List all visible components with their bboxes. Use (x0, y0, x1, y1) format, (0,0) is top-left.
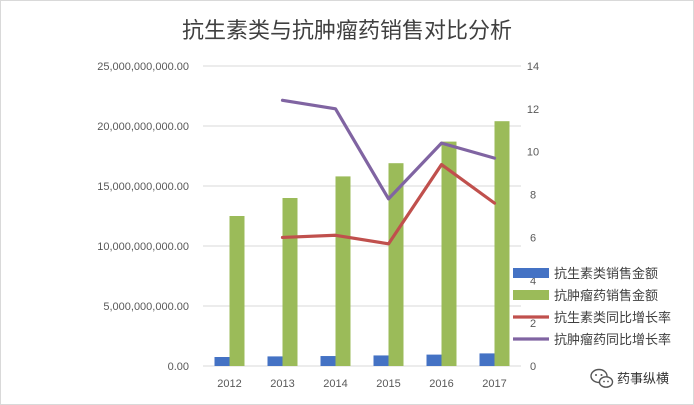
bar-antibiotics (267, 356, 283, 366)
right-tick-label: 8 (530, 190, 536, 202)
right-axis-ticks: 0 2 4 6 8 10 12 14 (527, 61, 539, 373)
left-tick-label: 15,000,000,000.00 (97, 181, 189, 193)
left-tick-label: 10,000,000,000.00 (97, 241, 189, 253)
legend-label: 抗肿瘤药同比增长率 (554, 332, 671, 348)
x-axis-ticks: 2012 2013 2014 2015 2016 2017 (217, 378, 506, 390)
bar-antitumor (494, 121, 510, 366)
watermark: 药事纵横 (590, 368, 669, 388)
right-tick-label: 6 (530, 232, 536, 244)
right-tick-label: 14 (527, 61, 539, 73)
bars-group (214, 121, 510, 366)
gridlines (203, 65, 521, 367)
right-tick-label: 2 (530, 318, 536, 330)
left-axis-ticks: 0.00 5,000,000,000.00 10,000,000,000.00 15,… (97, 61, 189, 373)
legend-swatch (513, 268, 549, 278)
left-tick-label: 0.00 (168, 361, 189, 373)
lines-group (280, 98, 497, 246)
right-tick-label: 4 (530, 275, 536, 287)
bar-antibiotics (214, 357, 230, 366)
x-tick-label: 2016 (429, 378, 453, 390)
x-tick-label: 2014 (323, 378, 347, 390)
bar-antitumor (282, 198, 298, 366)
right-tick-label: 10 (527, 147, 539, 159)
right-tick-label: 0 (530, 361, 536, 373)
chart-title: 抗生素类与抗肿瘤药销售对比分析 (182, 19, 512, 44)
bar-antitumor (335, 176, 351, 366)
x-tick-label: 2012 (217, 378, 241, 390)
legend-swatch (513, 290, 549, 300)
x-tick-label: 2017 (482, 378, 506, 390)
wechat-icon (590, 368, 614, 388)
bar-antitumor (229, 216, 245, 366)
bar-antibiotics (320, 356, 336, 366)
watermark-text: 药事纵横 (617, 372, 669, 387)
left-tick-label: 25,000,000,000.00 (97, 61, 189, 73)
line-antitumor-growth (280, 98, 497, 201)
bar-antibiotics (373, 355, 389, 366)
left-tick-label: 20,000,000,000.00 (97, 121, 189, 133)
x-tick-label: 2013 (270, 378, 294, 390)
bar-antibiotics (479, 353, 495, 366)
bar-antibiotics (426, 354, 442, 366)
legend-label: 抗肿瘤药销售金额 (554, 288, 658, 304)
left-tick-label: 5,000,000,000.00 (103, 301, 189, 313)
line-antibiotics-growth (280, 162, 497, 246)
bar-antitumor (388, 163, 404, 366)
bar-antitumor (441, 141, 457, 366)
legend-label: 抗生素类同比增长率 (554, 310, 671, 326)
right-tick-label: 12 (527, 104, 539, 116)
legend-label: 抗生素类销售金额 (554, 266, 658, 282)
x-tick-label: 2015 (376, 378, 400, 390)
